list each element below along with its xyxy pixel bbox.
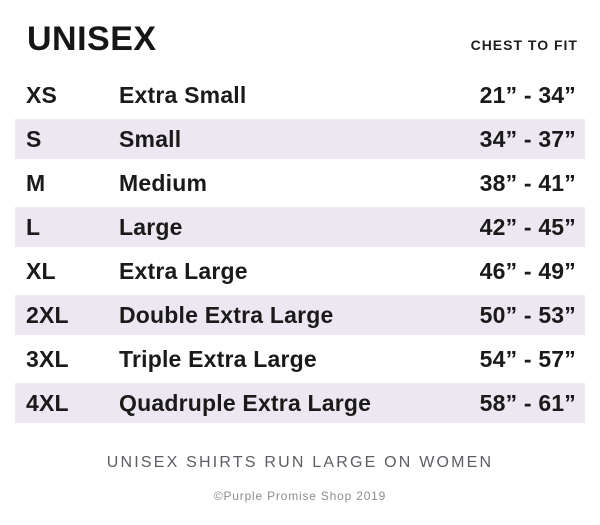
size-code-cell: L: [26, 213, 41, 240]
size-code-cell: S: [26, 125, 42, 152]
size-name-cell: Extra Large: [119, 257, 248, 284]
size-code-cell: 4XL: [26, 389, 69, 416]
size-code-cell: XS: [26, 81, 58, 108]
size-name-cell: Triple Extra Large: [119, 345, 317, 372]
table-row: 4XL Quadruple Extra Large 58” - 61”: [15, 381, 585, 425]
chest-range-cell: 34” - 37”: [479, 125, 576, 152]
table-row: XS Extra Small 21” - 34”: [15, 73, 585, 117]
size-name-cell: Extra Small: [119, 81, 247, 108]
size-code-cell: XL: [26, 257, 56, 284]
chest-range-cell: 50” - 53”: [479, 301, 576, 328]
size-name-cell: Medium: [119, 169, 208, 196]
chest-range-cell: 42” - 45”: [479, 213, 576, 240]
chest-range-cell: 21” - 34”: [479, 81, 576, 108]
size-name-cell: Large: [119, 213, 183, 240]
size-name-cell: Quadruple Extra Large: [119, 389, 372, 416]
chest-range-cell: 54” - 57”: [479, 345, 576, 372]
table-row: L Large 42” - 45”: [15, 205, 585, 249]
size-code-cell: M: [26, 169, 46, 196]
chest-to-fit-label: CHEST TO FIT: [470, 37, 578, 53]
table-row: XL Extra Large 46” - 49”: [15, 249, 585, 293]
chart-header: UNISEX CHEST TO FIT: [0, 0, 600, 56]
fit-note: UNISEX SHIRTS RUN LARGE ON WOMEN: [106, 454, 494, 471]
chest-range-cell: 46” - 49”: [479, 257, 576, 284]
chest-range-cell: 38” - 41”: [479, 169, 576, 196]
size-table: XS Extra Small 21” - 34” S Small 34” - 3…: [0, 73, 600, 425]
table-row: 2XL Double Extra Large 50” - 53”: [15, 293, 585, 337]
table-row: 3XL Triple Extra Large 54” - 57”: [15, 337, 585, 381]
size-code-cell: 2XL: [26, 301, 69, 328]
size-name-cell: Small: [119, 125, 182, 152]
size-name-cell: Double Extra Large: [119, 301, 334, 328]
chest-range-cell: 58” - 61”: [479, 389, 576, 416]
size-code-cell: 3XL: [26, 345, 69, 372]
copyright: ©Purple Promise Shop 2019: [213, 489, 387, 503]
table-row: M Medium 38” - 41”: [15, 161, 585, 205]
page-title: UNISEX: [27, 20, 157, 58]
table-row: S Small 34” - 37”: [15, 117, 585, 161]
